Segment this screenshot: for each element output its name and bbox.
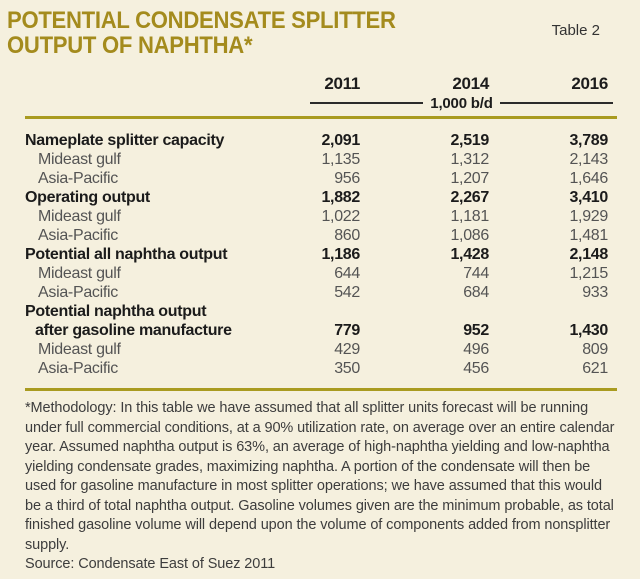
value-cell: 1,022 bbox=[321, 208, 360, 225]
row-label: Asia-Pacific bbox=[38, 360, 118, 377]
value-cell: 956 bbox=[334, 170, 360, 187]
value-cell: 350 bbox=[334, 360, 360, 377]
table-row: Mideast gulf 1,022 1,181 1,929 bbox=[25, 207, 608, 226]
value-cell: 1,430 bbox=[569, 322, 608, 339]
row-label: Potential all naphtha output bbox=[25, 246, 228, 263]
table-row: Asia-Pacific 956 1,207 1,646 bbox=[25, 169, 608, 188]
table-row: Potential naphtha output bbox=[25, 302, 608, 321]
row-label: Mideast gulf bbox=[38, 341, 121, 358]
value-cell: 1,312 bbox=[450, 151, 489, 168]
value-cell: 2,519 bbox=[450, 132, 489, 149]
value-cell: 644 bbox=[334, 265, 360, 282]
value-cell: 2,091 bbox=[321, 132, 360, 149]
table-row: Mideast gulf 644 744 1,215 bbox=[25, 264, 608, 283]
unit-label: 1,000 b/d bbox=[430, 94, 493, 112]
table-row: Operating output 1,882 2,267 3,410 bbox=[25, 188, 608, 207]
table-title-line1: POTENTIAL CONDENSATE SPLITTER bbox=[7, 7, 396, 34]
value-cell: 542 bbox=[334, 284, 360, 301]
value-cell: 621 bbox=[582, 360, 608, 377]
value-cell: 3,410 bbox=[569, 189, 608, 206]
value-cell: 496 bbox=[463, 341, 489, 358]
table-title: POTENTIAL CONDENSATE SPLITTER OUTPUT OF … bbox=[7, 8, 396, 58]
value-cell: 1,929 bbox=[569, 208, 608, 225]
row-label: Mideast gulf bbox=[38, 265, 121, 282]
col-header-year-2011: 2011 bbox=[324, 74, 360, 93]
row-label: Operating output bbox=[25, 189, 150, 206]
value-cell: 1,428 bbox=[450, 246, 489, 263]
value-cell: 779 bbox=[334, 322, 360, 339]
value-cell: 1,215 bbox=[569, 265, 608, 282]
value-cell: 3,789 bbox=[569, 132, 608, 149]
value-cell: 2,267 bbox=[450, 189, 489, 206]
row-label: after gasoline manufacture bbox=[35, 322, 232, 339]
table-row: Potential all naphtha output 1,186 1,428… bbox=[25, 245, 608, 264]
table-row: Asia-Pacific 542 684 933 bbox=[25, 283, 608, 302]
col-header-year-2014: 2014 bbox=[452, 74, 489, 93]
value-cell: 744 bbox=[463, 265, 489, 282]
table-row: Asia-Pacific 860 1,086 1,481 bbox=[25, 226, 608, 245]
methodology-footnote: *Methodology: In this table we have assu… bbox=[25, 399, 615, 575]
value-cell: 2,143 bbox=[569, 151, 608, 168]
value-cell: 456 bbox=[463, 360, 489, 377]
table-row: after gasoline manufacture 779 952 1,430 bbox=[25, 321, 608, 340]
value-cell: 809 bbox=[582, 341, 608, 358]
unit-divider: 1,000 b/d bbox=[310, 94, 613, 112]
value-cell: 1,086 bbox=[450, 227, 489, 244]
table-number-label: Table 2 bbox=[551, 22, 600, 39]
value-cell bbox=[528, 302, 608, 321]
value-cell: 1,181 bbox=[450, 208, 489, 225]
row-label: Mideast gulf bbox=[38, 208, 121, 225]
table-row: Nameplate splitter capacity 2,091 2,519 … bbox=[25, 131, 608, 150]
table-title-line2: OUTPUT OF NAPHTHA* bbox=[7, 32, 253, 59]
row-label: Potential naphtha output bbox=[25, 303, 207, 320]
gold-rule-top bbox=[25, 116, 617, 119]
value-cell: 2,148 bbox=[569, 246, 608, 263]
value-cell bbox=[409, 302, 489, 321]
value-cell: 1,481 bbox=[569, 227, 608, 244]
table-row: Asia-Pacific 350 456 621 bbox=[25, 359, 608, 378]
unit-divider-line-left bbox=[310, 102, 424, 104]
row-label: Asia-Pacific bbox=[38, 284, 118, 301]
value-cell: 684 bbox=[463, 284, 489, 301]
col-header-year-2016: 2016 bbox=[571, 74, 608, 93]
table-row: Mideast gulf 1,135 1,312 2,143 bbox=[25, 150, 608, 169]
value-cell: 1,882 bbox=[321, 189, 360, 206]
value-cell: 429 bbox=[334, 341, 360, 358]
unit-divider-line-right bbox=[499, 102, 613, 104]
value-cell bbox=[280, 302, 360, 321]
value-cell: 1,207 bbox=[450, 170, 489, 187]
value-cell: 1,186 bbox=[321, 246, 360, 263]
value-cell: 860 bbox=[334, 227, 360, 244]
row-label: Nameplate splitter capacity bbox=[25, 132, 225, 149]
methodology-text: *Methodology: In this table we have assu… bbox=[25, 400, 615, 553]
table-row: Mideast gulf 429 496 809 bbox=[25, 340, 608, 359]
row-label: Mideast gulf bbox=[38, 151, 121, 168]
gold-rule-bottom bbox=[25, 388, 617, 391]
data-table: Nameplate splitter capacity 2,091 2,519 … bbox=[25, 131, 608, 378]
row-label: Asia-Pacific bbox=[38, 170, 118, 187]
value-cell: 933 bbox=[582, 284, 608, 301]
value-cell: 1,646 bbox=[569, 170, 608, 187]
value-cell: 952 bbox=[463, 322, 489, 339]
value-cell: 1,135 bbox=[321, 151, 360, 168]
row-label: Asia-Pacific bbox=[38, 227, 118, 244]
source-line: Source: Condensate East of Suez 2011 bbox=[25, 556, 276, 572]
